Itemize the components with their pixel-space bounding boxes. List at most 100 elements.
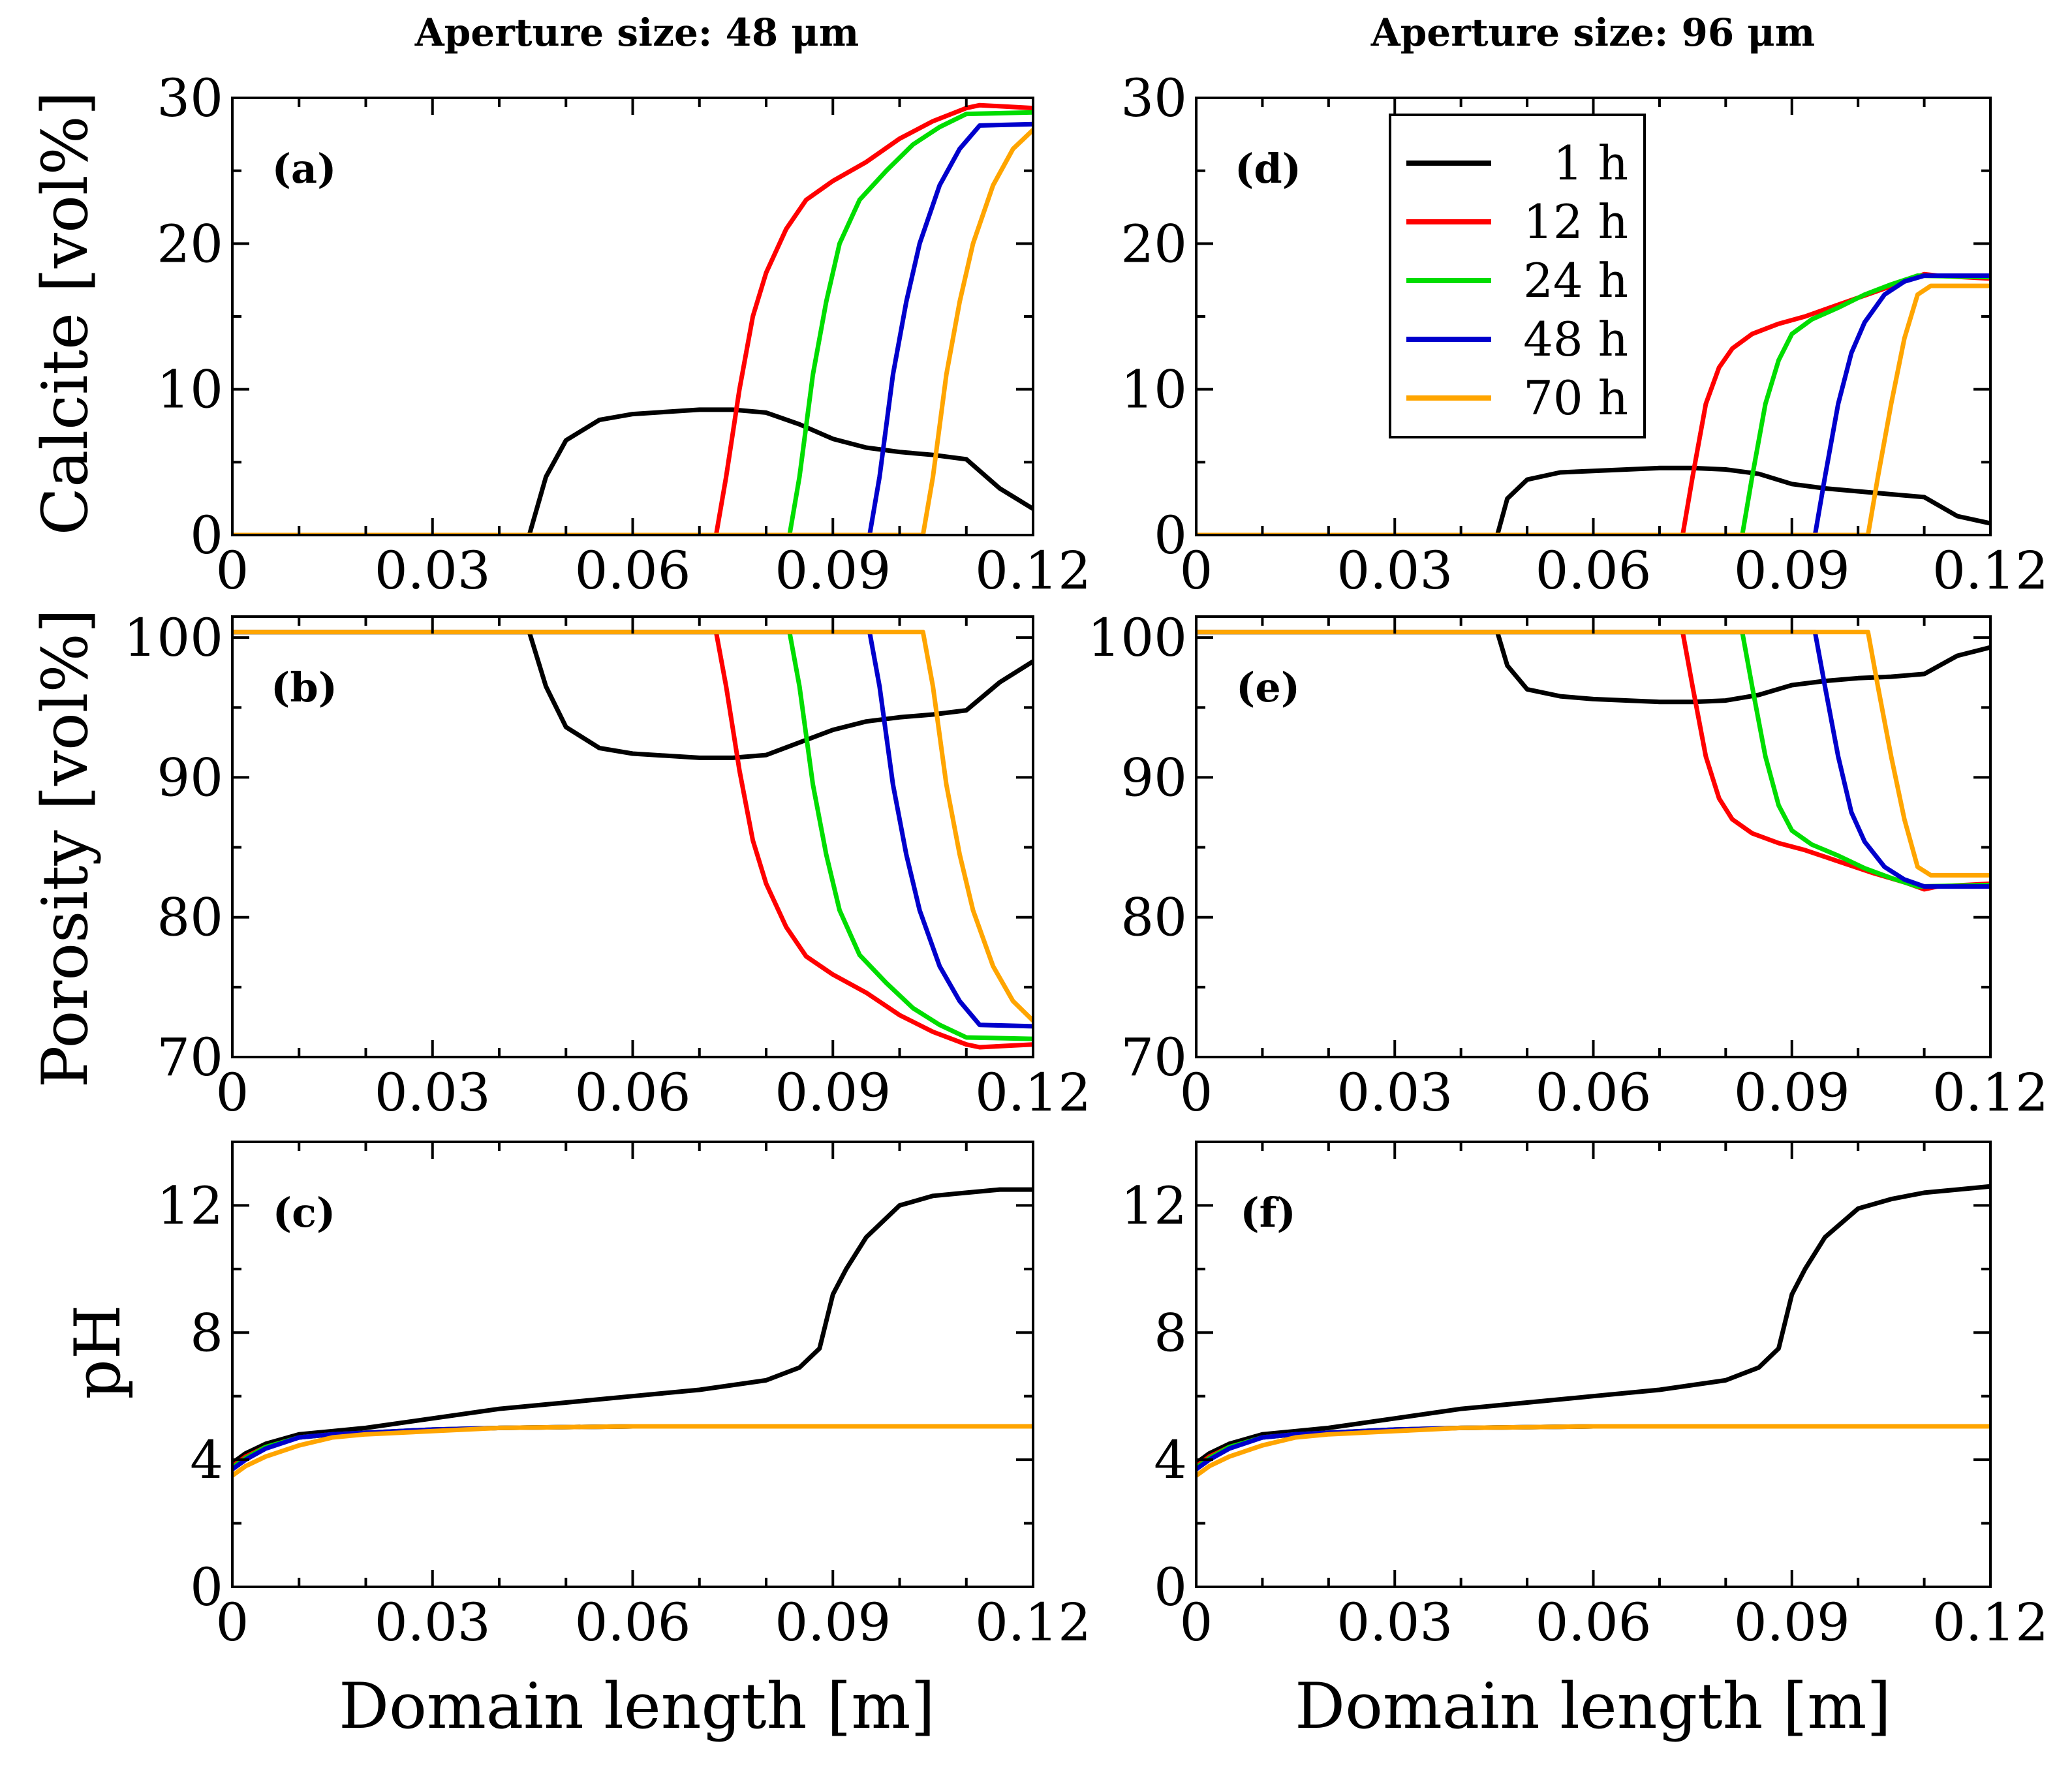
panel-f: 0 0.03 0.06 0.09 0.12 0 4 8 12 (f): [1121, 1141, 2049, 1653]
series-line-d-70h: [1196, 283, 1990, 535]
y-tick-label-f: 8: [1154, 1302, 1187, 1363]
x-tick-label-d: 0.03: [1337, 540, 1453, 601]
x-tick-label-f: 0: [1180, 1592, 1213, 1653]
panel-e: 0 0.03 0.06 0.09 0.12 70 80 90 100 (e): [1087, 607, 2049, 1123]
series-line-f-48h: [1196, 1424, 1990, 1472]
series-line-e-24h: [1196, 630, 1990, 889]
x-tick-label-a: 0.12: [975, 540, 1091, 601]
series-group-b: [232, 630, 1033, 1050]
series-group-a: [232, 102, 1033, 535]
series-line-c-70h: [232, 1424, 1033, 1478]
legend-label-48h: 48 h: [1523, 312, 1628, 367]
series-line-b-48h: [232, 630, 1033, 1029]
panel-label-a: (a): [272, 145, 337, 192]
x-tick-label-b: 0.06: [574, 1062, 690, 1123]
y-tick-label-c: 12: [157, 1175, 223, 1236]
panel-label-b: (b): [271, 664, 337, 711]
panels-group: 0 0.03 0.06 0.09 0.12 0 10 20 30 (a) 0 0.03 0.06 0.09…: [123, 68, 2049, 1653]
column-title-left: Aperture size: 48 μm: [414, 10, 859, 55]
panel-d: 0 0.03 0.06 0.09 0.12 0 10 20 30 (d): [1121, 68, 2049, 601]
y-axis-label-porosity: Porosity [vol%]: [29, 609, 102, 1088]
plot-frame-f: [1195, 1141, 1992, 1588]
series-group-c: [232, 1187, 1033, 1478]
x-tick-label-c: 0.06: [574, 1592, 690, 1653]
y-tick-label-d: 10: [1121, 360, 1187, 420]
x-tick-label-b: 0.03: [375, 1062, 491, 1123]
series-line-e-48h: [1196, 630, 1990, 889]
x-tick-label-a: 0.03: [375, 540, 491, 601]
y-axis-label-calcite: Calcite [vol%]: [29, 91, 102, 536]
x-tick-label-a: 0: [216, 540, 249, 601]
x-axis-label-right: Domain length [m]: [1295, 1670, 1891, 1743]
series-line-a-12h: [232, 102, 1033, 535]
series-group-d: [1196, 271, 1990, 535]
panel-a: 0 0.03 0.06 0.09 0.12 0 10 20 30 (a): [157, 68, 1091, 601]
x-tick-label-b: 0.09: [775, 1062, 891, 1123]
x-tick-label-c: 0: [216, 1592, 249, 1653]
x-tick-label-e: 0.12: [1932, 1062, 2049, 1123]
x-tick-label-a: 0.06: [574, 540, 690, 601]
y-tick-label-e: 100: [1087, 607, 1187, 668]
y-tick-label-b: 100: [123, 607, 223, 668]
series-line-a-48h: [232, 121, 1033, 535]
plot-frame-b: [231, 615, 1034, 1058]
series-line-b-24h: [232, 630, 1033, 1041]
y-tick-label-b: 90: [157, 747, 223, 808]
panel-b: 0 0.03 0.06 0.09 0.12 70 80 90 100 (b): [123, 607, 1091, 1123]
x-tick-label-f: 0.12: [1932, 1592, 2049, 1653]
series-line-b-12h: [232, 630, 1033, 1050]
series-line-d-24h: [1196, 273, 1990, 535]
x-axis-label-left: Domain length [m]: [339, 1670, 935, 1743]
x-tick-label-e: 0.09: [1734, 1062, 1850, 1123]
series-line-e-1h: [1196, 630, 1990, 705]
x-tick-label-d: 0: [1180, 540, 1213, 601]
x-tick-label-f: 0.03: [1337, 1592, 1453, 1653]
plot-frame-a: [231, 97, 1034, 536]
x-tick-label-f: 0.09: [1734, 1592, 1850, 1653]
y-tick-label-a: 0: [190, 505, 223, 566]
series-line-b-1h: [232, 630, 1033, 760]
series-line-f-70h: [1196, 1424, 1990, 1478]
panel-c: 0 0.03 0.06 0.09 0.12 0 4 8 12 (c): [157, 1141, 1091, 1653]
x-tick-label-d: 0.12: [1932, 540, 2049, 601]
legend-label-70h: 70 h: [1523, 371, 1628, 425]
series-line-d-48h: [1196, 273, 1990, 535]
panel-label-d: (d): [1235, 145, 1301, 192]
y-tick-label-f: 12: [1121, 1175, 1187, 1236]
panel-label-e: (e): [1236, 664, 1300, 711]
y-tick-label-b: 80: [157, 887, 223, 948]
panel-label-c: (c): [273, 1189, 335, 1236]
legend-box: [1389, 114, 1646, 438]
y-tick-label-a: 20: [157, 213, 223, 274]
x-tick-label-d: 0.06: [1535, 540, 1651, 601]
x-tick-label-b: 0.12: [975, 1062, 1091, 1123]
series-line-a-1h: [232, 407, 1033, 535]
series-line-d-1h: [1196, 465, 1990, 535]
y-tick-label-d: 30: [1121, 68, 1187, 129]
x-tick-label-b: 0: [216, 1062, 249, 1123]
series-line-f-1h: [1196, 1184, 1990, 1466]
y-tick-label-e: 90: [1121, 747, 1187, 808]
x-tick-label-e: 0.03: [1337, 1062, 1453, 1123]
legend-label-24h: 24 h: [1523, 253, 1628, 308]
y-tick-label-c: 8: [190, 1302, 223, 1363]
x-tick-label-d: 0.09: [1734, 540, 1850, 601]
y-tick-label-f: 0: [1154, 1557, 1187, 1618]
y-tick-label-d: 20: [1121, 213, 1187, 274]
y-axis-label-ph: pH: [61, 1304, 134, 1399]
series-line-c-48h: [232, 1424, 1033, 1472]
series-line-e-70h: [1196, 630, 1990, 878]
series-line-a-24h: [232, 110, 1033, 535]
y-tick-label-a: 10: [157, 360, 223, 420]
y-tick-label-f: 4: [1154, 1430, 1187, 1490]
y-tick-label-c: 0: [190, 1557, 223, 1618]
x-tick-label-c: 0.12: [975, 1592, 1091, 1653]
y-tick-label-d: 0: [1154, 505, 1187, 566]
x-tick-label-f: 0.06: [1535, 1592, 1651, 1653]
column-title-right: Aperture size: 96 μm: [1370, 10, 1815, 55]
series-group-e: [1196, 630, 1990, 892]
x-tick-label-a: 0.09: [775, 540, 891, 601]
series-line-b-70h: [232, 630, 1033, 1023]
plot-frame-c: [231, 1141, 1034, 1588]
